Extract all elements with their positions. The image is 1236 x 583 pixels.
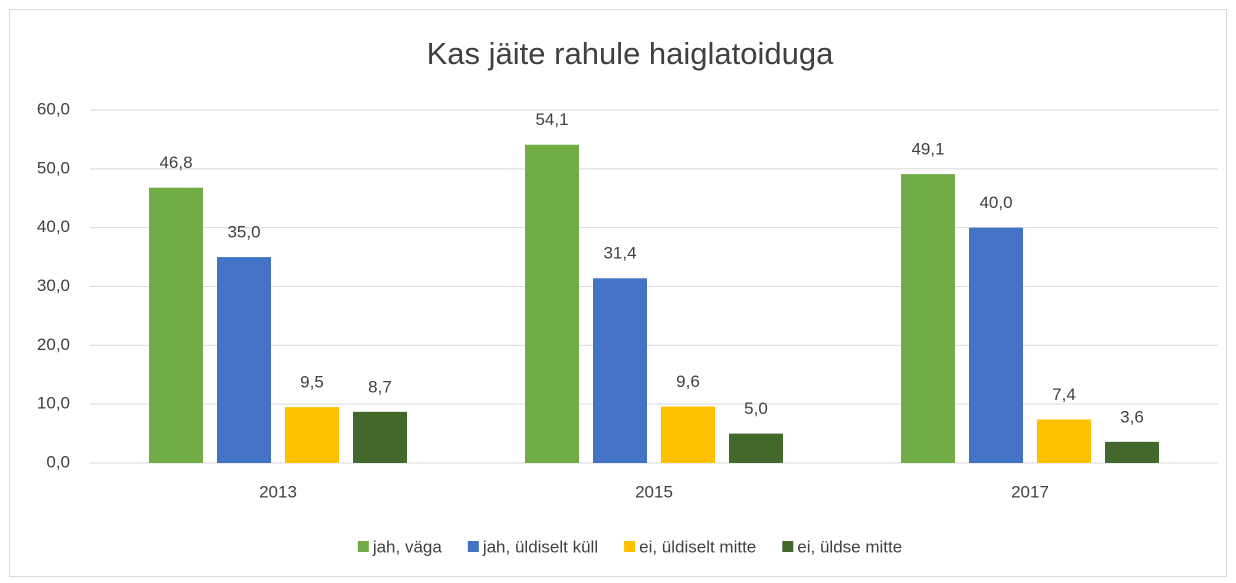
bar bbox=[353, 411, 407, 463]
legend-swatch bbox=[624, 541, 636, 552]
data-label: 9,6 bbox=[676, 372, 700, 391]
bar bbox=[593, 278, 647, 463]
data-label: 31,4 bbox=[603, 244, 636, 263]
bar bbox=[1105, 441, 1159, 463]
legend-label: jah, üldiselt küll bbox=[482, 537, 598, 556]
bar bbox=[901, 174, 955, 463]
x-tick-label: 2013 bbox=[259, 482, 297, 501]
bar bbox=[217, 257, 271, 463]
y-tick-label: 60,0 bbox=[37, 99, 70, 118]
legend-swatch bbox=[357, 541, 369, 552]
bar bbox=[525, 144, 579, 463]
data-label: 8,7 bbox=[368, 377, 392, 396]
y-tick-label: 0,0 bbox=[46, 452, 70, 471]
data-label: 7,4 bbox=[1052, 385, 1076, 404]
data-label: 40,0 bbox=[979, 193, 1012, 212]
x-tick-label: 2015 bbox=[635, 482, 673, 501]
legend-swatch bbox=[467, 541, 479, 552]
data-label: 46,8 bbox=[159, 153, 192, 172]
legend-swatch bbox=[782, 541, 794, 552]
bar bbox=[285, 407, 339, 463]
data-label: 3,6 bbox=[1120, 407, 1144, 426]
bar bbox=[729, 433, 783, 463]
data-label: 35,0 bbox=[227, 223, 260, 242]
y-tick-label: 10,0 bbox=[37, 394, 70, 413]
y-tick-label: 40,0 bbox=[37, 217, 70, 236]
chart-title: Kas jäite rahule haiglatoiduga bbox=[427, 36, 834, 71]
bar bbox=[969, 227, 1023, 463]
x-tick-label: 2017 bbox=[1011, 482, 1049, 501]
legend-label: ei, üldiselt mitte bbox=[639, 537, 756, 556]
data-label: 54,1 bbox=[535, 110, 568, 129]
y-tick-label: 20,0 bbox=[37, 335, 70, 354]
data-label: 49,1 bbox=[911, 140, 944, 159]
legend-label: ei, üldse mitte bbox=[797, 537, 902, 556]
y-tick-label: 30,0 bbox=[37, 276, 70, 295]
data-label: 5,0 bbox=[744, 399, 768, 418]
bar bbox=[149, 187, 203, 463]
y-tick-label: 50,0 bbox=[37, 158, 70, 177]
legend-label: jah, väga bbox=[372, 537, 443, 556]
bar bbox=[661, 406, 715, 463]
data-label: 9,5 bbox=[300, 373, 324, 392]
bar bbox=[1037, 419, 1091, 463]
